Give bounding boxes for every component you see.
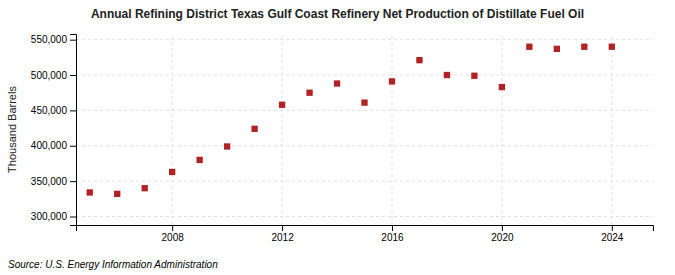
point [251, 126, 257, 132]
tick: 2008 [162, 225, 185, 243]
grid-line [76, 75, 653, 76]
tick-mark [70, 217, 76, 218]
y-axis-title: Thousand Barrels [6, 86, 18, 173]
point [114, 191, 120, 197]
axis-line [70, 35, 77, 226]
annotation: Source: U.S. Energy Information Administ… [8, 259, 218, 270]
tick-label: 2008 [162, 232, 185, 243]
grid-line [391, 34, 392, 225]
point [581, 44, 587, 50]
tick-label: 2020 [491, 232, 514, 243]
grid-line [76, 216, 653, 217]
grid-line [76, 39, 653, 40]
grid-line [76, 145, 653, 146]
point [499, 84, 505, 90]
point [416, 57, 422, 63]
point [279, 102, 285, 108]
grid-line [172, 34, 173, 225]
title: Annual Refining District Texas Gulf Coas… [91, 7, 584, 21]
tick-label: 450,000 [31, 105, 68, 116]
axis-line [77, 226, 654, 232]
grid-line [76, 181, 653, 182]
tick: 550,000 [31, 34, 76, 45]
tick: 350,000 [31, 176, 76, 187]
grid-line [282, 34, 283, 225]
tick-label: 400,000 [31, 140, 68, 151]
tick-mark [70, 110, 76, 111]
point [169, 169, 175, 175]
tick-mark [70, 181, 76, 182]
chart: Annual Refining District Texas Gulf Coas… [0, 0, 675, 275]
tick: 2012 [271, 225, 294, 243]
point [142, 185, 148, 191]
tick-mark [172, 225, 173, 231]
tick: 2024 [601, 225, 624, 243]
point [526, 44, 532, 50]
tick-label: 350,000 [31, 176, 68, 187]
tick-mark [392, 225, 393, 231]
tick-label: 550,000 [31, 34, 68, 45]
point [87, 189, 93, 195]
points [87, 44, 615, 197]
grid-line [76, 110, 653, 111]
tick-label: 2016 [381, 232, 404, 243]
point [224, 143, 230, 149]
tick-mark [282, 225, 283, 231]
grid-line [611, 34, 612, 225]
grid [76, 34, 653, 225]
tick: 2016 [381, 225, 404, 243]
point [609, 44, 615, 50]
tick-mark [70, 40, 76, 41]
point [334, 80, 340, 86]
point [306, 90, 312, 96]
point [196, 157, 202, 163]
tick: 450,000 [31, 105, 76, 116]
tick-label: 500,000 [31, 70, 68, 81]
point [554, 46, 560, 52]
tick: 300,000 [31, 211, 76, 222]
tick-label: 300,000 [31, 211, 68, 222]
y-axis: 300,000 350,000 400,000 450,000 500,000 550,0… [31, 34, 77, 225]
point [444, 72, 450, 78]
tick-mark [502, 225, 503, 231]
point [471, 73, 477, 79]
x-axis: 2008 2012 2016 2020 2024 [77, 225, 654, 243]
tick-mark [70, 75, 76, 76]
tick: 500,000 [31, 70, 76, 81]
tick: 2020 [491, 225, 514, 243]
tick-label: 2024 [601, 232, 624, 243]
tick-mark [70, 146, 76, 147]
tick-mark [612, 225, 613, 231]
point [389, 78, 395, 84]
grid-line [501, 34, 502, 225]
tick-label: 2012 [271, 232, 294, 243]
point [361, 99, 367, 105]
tick: 400,000 [31, 140, 76, 151]
